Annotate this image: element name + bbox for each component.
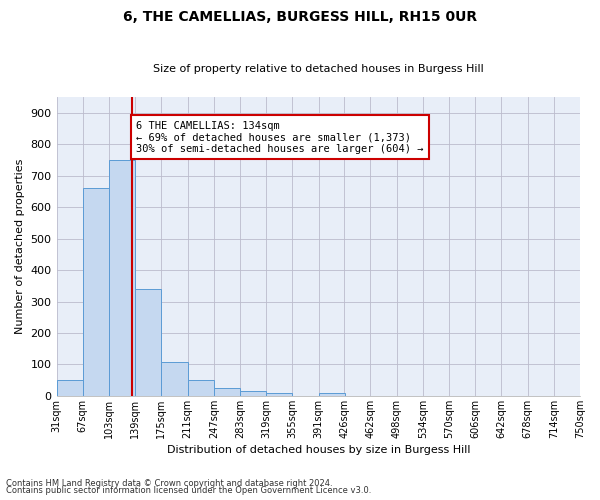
Bar xyxy=(56,380,83,396)
Bar xyxy=(135,289,161,396)
Text: 6 THE CAMELLIAS: 134sqm
← 69% of detached houses are smaller (1,373)
30% of semi: 6 THE CAMELLIAS: 134sqm ← 69% of detache… xyxy=(136,120,424,154)
Text: Contains HM Land Registry data © Crown copyright and database right 2024.: Contains HM Land Registry data © Crown c… xyxy=(6,478,332,488)
Bar xyxy=(83,188,109,396)
Y-axis label: Number of detached properties: Number of detached properties xyxy=(15,159,25,334)
Bar xyxy=(109,160,135,396)
Text: 6, THE CAMELLIAS, BURGESS HILL, RH15 0UR: 6, THE CAMELLIAS, BURGESS HILL, RH15 0UR xyxy=(123,10,477,24)
Bar xyxy=(319,394,345,396)
Text: Contains public sector information licensed under the Open Government Licence v3: Contains public sector information licen… xyxy=(6,486,371,495)
Bar xyxy=(240,391,266,396)
Bar xyxy=(161,362,188,396)
X-axis label: Distribution of detached houses by size in Burgess Hill: Distribution of detached houses by size … xyxy=(167,445,470,455)
Bar xyxy=(188,380,214,396)
Bar xyxy=(266,393,292,396)
Title: Size of property relative to detached houses in Burgess Hill: Size of property relative to detached ho… xyxy=(153,64,484,74)
Bar xyxy=(214,388,240,396)
